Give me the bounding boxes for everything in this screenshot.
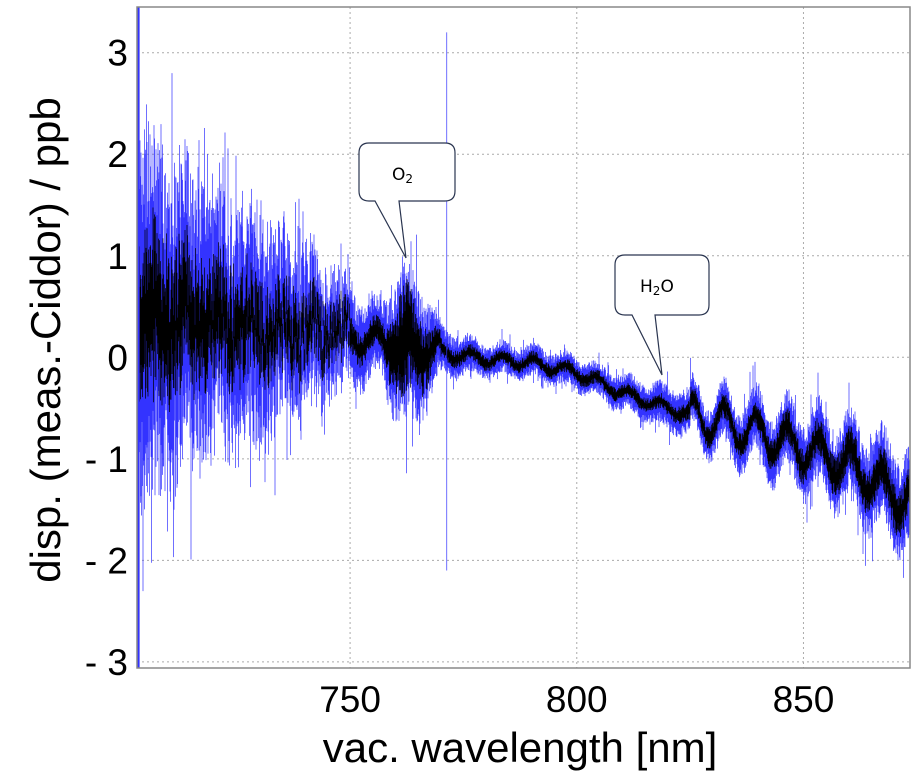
y-tick-label: - 3 [85, 642, 128, 683]
x-axis-label: vac. wavelength [nm] [323, 724, 718, 771]
callout-o2-bubble [358, 142, 456, 259]
y-tick-label: 1 [107, 236, 128, 277]
callout-h2o-bubble [614, 254, 710, 376]
y-tick-label: - 2 [85, 540, 128, 581]
x-axis-ticks: 750 800 850 [319, 679, 834, 720]
y-axis-label: disp. (meas.-Ciddor) / ppb [22, 97, 69, 583]
x-tick-label: 750 [319, 679, 381, 720]
x-tick-label: 850 [773, 679, 835, 720]
callout-h2o: H2O [614, 254, 710, 376]
plot-frame [136, 6, 911, 669]
plot-area [137, 7, 910, 668]
y-tick-label: 3 [107, 33, 128, 74]
callout-o2: O2 [358, 142, 456, 259]
y-tick-label: 0 [107, 337, 128, 378]
callout-o2-text: O2 [392, 165, 413, 186]
callout-h2o-text: H2O [640, 277, 674, 298]
y-axis-ticks: 3 2 1 0 - 1 - 2 - 3 [85, 33, 128, 683]
y-tick-label: 2 [107, 134, 128, 175]
x-tick-label: 800 [546, 679, 608, 720]
y-tick-label: - 1 [85, 439, 128, 480]
